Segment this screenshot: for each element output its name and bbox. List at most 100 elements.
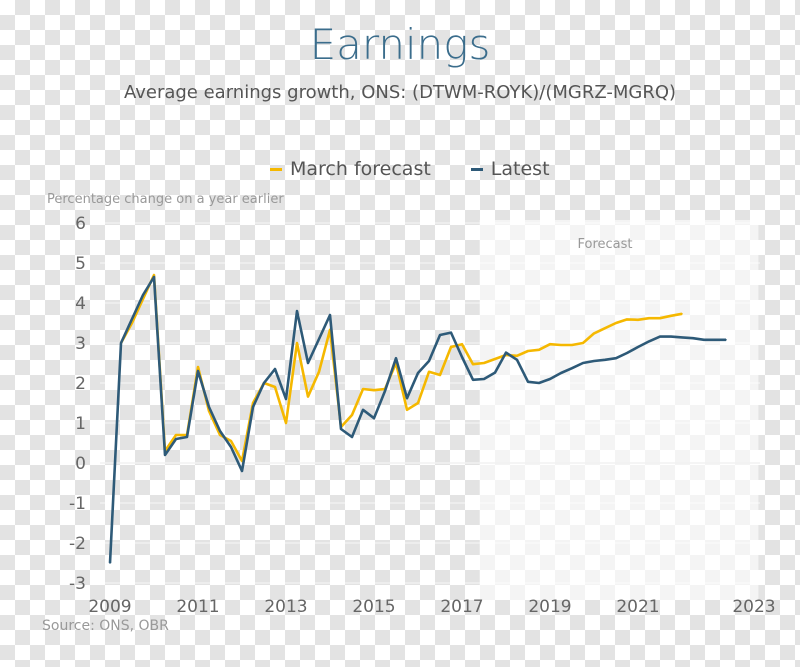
data-point-march-forecast <box>153 274 155 276</box>
data-point-latest <box>263 382 265 384</box>
forecast-region <box>479 220 759 600</box>
y-tick-label: 3 <box>75 334 86 354</box>
y-tick-label: 4 <box>75 294 86 314</box>
data-point-latest <box>571 367 573 370</box>
data-point-latest <box>329 314 331 316</box>
data-point-latest <box>164 454 166 456</box>
data-point-latest <box>593 360 595 362</box>
data-point-march-forecast <box>626 318 628 321</box>
data-point-latest <box>516 359 518 361</box>
data-point-latest <box>659 335 661 338</box>
data-point-latest <box>472 379 474 381</box>
x-tick-label: 2023 <box>732 597 775 617</box>
data-point-latest <box>615 357 617 360</box>
data-point-latest <box>714 339 716 341</box>
data-point-march-forecast <box>527 350 529 352</box>
chart-subtitle: Average earnings growth, ONS: (DTWM-ROYK… <box>123 82 677 103</box>
data-point-latest <box>186 436 188 438</box>
data-point-march-forecast <box>417 402 419 404</box>
data-point-march-forecast <box>197 366 199 368</box>
data-point-latest <box>384 390 386 392</box>
data-point-march-forecast <box>285 422 287 424</box>
data-point-march-forecast <box>538 349 540 351</box>
data-point-latest <box>373 417 375 420</box>
x-tick-label: 2009 <box>88 597 131 617</box>
y-tick-label: 6 <box>75 214 86 234</box>
data-point-march-forecast <box>450 346 452 348</box>
data-point-march-forecast <box>428 371 430 373</box>
data-point-latest <box>450 331 452 334</box>
data-point-latest <box>692 337 694 340</box>
data-point-latest <box>725 339 727 341</box>
y-tick-label: 1 <box>75 414 86 434</box>
legend-item-march-forecast: March forecast <box>270 158 431 180</box>
y-tick-label: -3 <box>69 574 86 594</box>
forecast-label: Forecast <box>577 237 632 252</box>
data-point-latest <box>703 339 705 341</box>
legend-swatch-latest <box>470 167 483 171</box>
data-point-march-forecast <box>670 315 672 317</box>
data-point-latest <box>681 336 683 339</box>
legend-label: Latest <box>490 158 550 180</box>
data-point-march-forecast <box>516 355 518 357</box>
data-point-latest <box>439 334 441 336</box>
data-point-march-forecast <box>439 374 441 376</box>
data-point-latest <box>582 362 584 364</box>
data-point-latest <box>395 357 397 360</box>
legend-item-latest: Latest <box>470 158 550 180</box>
data-point-march-forecast <box>681 313 683 315</box>
data-point-march-forecast <box>549 343 551 346</box>
data-point-latest <box>241 470 243 472</box>
data-point-march-forecast <box>351 414 353 416</box>
y-tick-label: 2 <box>75 374 86 394</box>
series-line-march-forecast <box>119 273 683 463</box>
data-point-march-forecast <box>593 332 595 335</box>
data-point-latest <box>549 378 551 380</box>
data-point-march-forecast <box>318 371 320 373</box>
data-point-latest <box>417 372 419 374</box>
data-point-march-forecast <box>637 319 639 321</box>
y-tick-label: 0 <box>75 454 86 474</box>
data-point-march-forecast <box>307 395 309 398</box>
x-tick-label: 2015 <box>352 597 395 617</box>
data-point-latest <box>296 310 298 312</box>
x-tick-label: 2017 <box>440 597 483 617</box>
data-point-latest <box>560 372 562 374</box>
y-tick-label: -1 <box>69 494 86 514</box>
data-point-latest <box>109 562 111 564</box>
data-point-latest <box>175 438 177 440</box>
source-note: Source: ONS, OBR <box>42 618 169 634</box>
data-point-latest <box>285 398 287 400</box>
data-point-march-forecast <box>582 342 584 344</box>
y-tick-label: 5 <box>75 254 86 274</box>
data-point-latest <box>483 378 485 380</box>
y-tick-label: -2 <box>69 534 86 554</box>
data-point-latest <box>153 276 155 278</box>
data-point-latest <box>120 342 122 344</box>
data-point-latest <box>670 335 672 338</box>
data-point-latest <box>252 406 254 408</box>
data-point-latest <box>538 382 540 384</box>
data-point-march-forecast <box>362 388 364 390</box>
data-point-march-forecast <box>230 440 232 442</box>
data-point-latest <box>142 294 144 296</box>
data-point-latest <box>461 356 463 358</box>
data-point-latest <box>208 406 210 408</box>
data-point-latest <box>637 346 639 348</box>
data-point-march-forecast <box>560 344 562 346</box>
y-axis-label: Percentage change on a year earlier <box>47 192 284 207</box>
data-point-latest <box>219 430 221 432</box>
legend: March forecast Latest <box>270 158 550 180</box>
data-point-march-forecast <box>571 344 573 346</box>
data-point-march-forecast <box>648 317 650 320</box>
x-tick-label: 2011 <box>176 597 219 617</box>
data-point-march-forecast <box>373 389 375 392</box>
data-point-latest <box>406 397 408 400</box>
data-point-march-forecast <box>175 434 177 436</box>
data-point-march-forecast <box>494 358 496 360</box>
data-point-march-forecast <box>659 317 661 320</box>
data-point-latest <box>318 338 320 340</box>
data-point-latest <box>131 318 133 320</box>
data-point-march-forecast <box>604 327 606 330</box>
